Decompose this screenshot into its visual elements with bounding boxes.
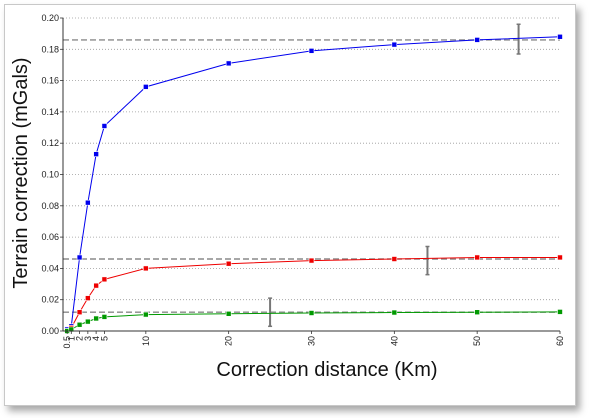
data-point (143, 311, 149, 318)
x-tick-label: 40 (389, 336, 399, 346)
data-point (101, 123, 108, 129)
data-point (308, 48, 315, 54)
y-tick-label: 0.12 (41, 138, 59, 148)
y-tick-label: 0.10 (41, 170, 59, 180)
y-tick-label: 0.14 (41, 107, 59, 117)
error-bars (268, 23, 521, 328)
data-point (225, 60, 232, 67)
data-point (391, 256, 398, 262)
x-tick-label: 3 (83, 336, 93, 341)
series-line (66, 36, 561, 330)
chart-frame: 0.00 0.02 0.04 0.06 0.08 0.10 0.12 0.14 0.16 0.18… (4, 4, 576, 406)
data-point (391, 41, 398, 48)
terrain-correction-chart: 0.00 0.02 0.04 0.06 0.08 0.10 0.12 0.14 0.16 0.18… (10, 13, 565, 381)
x-tick-label: 5 (99, 336, 109, 341)
y-tick-label: 0.02 (41, 295, 59, 305)
x-tick-label: 20 (224, 336, 234, 346)
data-point (143, 265, 149, 272)
data-point (85, 295, 91, 301)
data-point (557, 33, 563, 40)
data-point (391, 309, 398, 316)
x-axis-title: Correction distance (Km) (216, 359, 437, 381)
data-point (225, 310, 232, 317)
axes (60, 17, 561, 334)
data-point (101, 314, 108, 320)
data-point (76, 321, 83, 328)
data-point (557, 254, 563, 261)
y-axis-title: Terrain correction (mGals) (10, 57, 32, 288)
data-point (474, 309, 480, 316)
data-point (557, 309, 563, 315)
data-point (225, 260, 232, 267)
data-point (76, 309, 83, 316)
data-point (474, 37, 480, 43)
x-tick-label: 4 (91, 336, 101, 341)
x-tick-label: 10 (141, 336, 151, 346)
data-point (85, 199, 91, 206)
y-tick-label: 0.04 (41, 263, 59, 273)
x-tick-label: 50 (472, 336, 482, 346)
data-point (308, 310, 315, 316)
x-tick-label: 0.5 (62, 336, 72, 349)
x-tick-label: 30 (307, 336, 317, 346)
data-point (93, 315, 99, 322)
y-tick-label: 0.06 (41, 232, 59, 242)
data-point (93, 282, 99, 289)
data-point (474, 254, 480, 261)
data-point (308, 257, 315, 264)
y-tick-label: 0.08 (41, 201, 59, 211)
y-tick-label: 0.16 (41, 76, 59, 86)
y-tick-labels: 0.00 0.02 0.04 0.06 0.08 0.10 0.12 0.14 0.16 0.18… (41, 13, 59, 336)
data-point (143, 84, 149, 90)
grid-lines (63, 17, 560, 301)
data-points (64, 33, 563, 334)
data-point (76, 254, 83, 261)
x-tick-label: 2 (75, 336, 85, 341)
y-tick-label: 0.20 (41, 13, 59, 23)
data-point (93, 151, 99, 157)
x-tick-label: 60 (555, 336, 565, 346)
data-point (101, 276, 108, 283)
data-point (85, 318, 91, 325)
y-tick-label: 0.00 (41, 326, 59, 336)
y-tick-label: 0.18 (41, 44, 59, 54)
x-tick-label: 1 (66, 336, 76, 341)
reference-lines (63, 39, 560, 313)
